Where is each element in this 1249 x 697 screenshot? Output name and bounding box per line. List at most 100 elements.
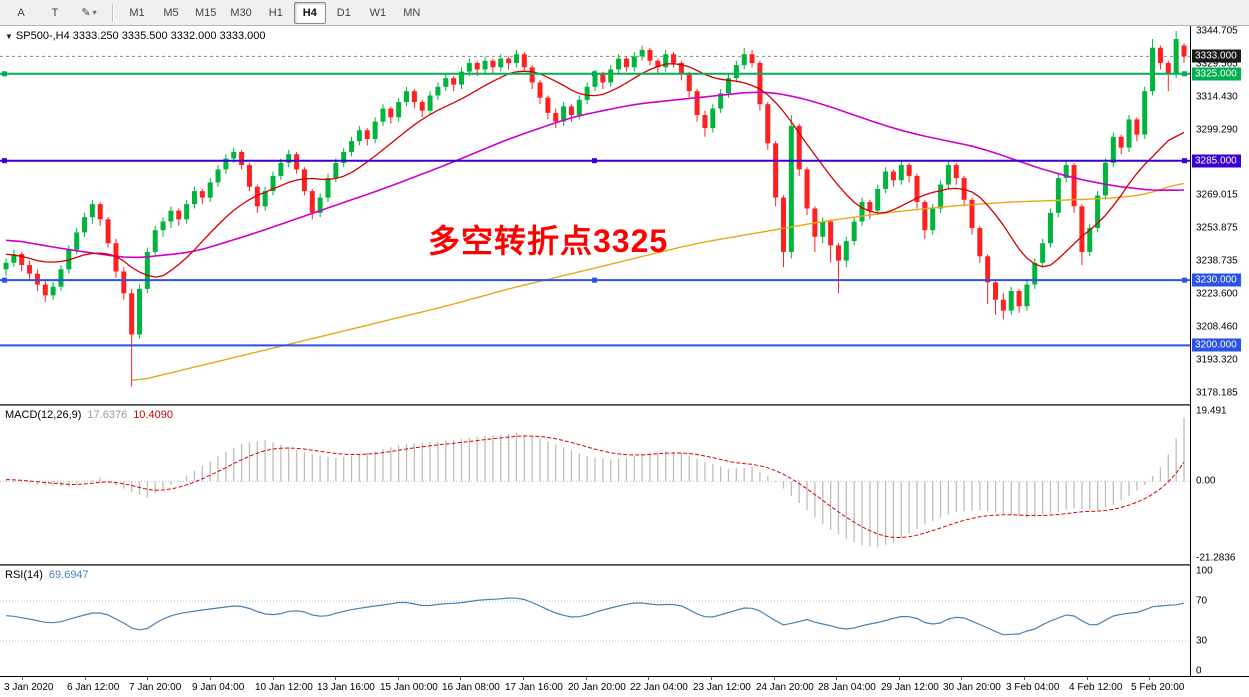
time-axis-tick <box>899 677 900 680</box>
ma-fast-line[interactable] <box>5 63 1185 278</box>
time-axis-label: 6 Jan 12:00 <box>67 682 120 693</box>
time-axis-label: 24 Jan 20:00 <box>756 682 814 693</box>
ma-slow-line[interactable] <box>131 182 1185 382</box>
time-axis-tick <box>836 677 837 680</box>
arrow-tool-icon: A <box>17 6 25 19</box>
timeframe-button-group: M1 M5 M15 M30 H1 H4 D1 W1 MN <box>120 1 429 24</box>
time-axis-label: 9 Jan 04:00 <box>192 682 245 693</box>
hline-handle[interactable] <box>592 71 597 77</box>
hline-handle[interactable] <box>1182 71 1187 77</box>
ma-mid-line[interactable] <box>5 91 1185 259</box>
price-axis-label: 3299.290 <box>1196 124 1238 136</box>
price-axis-label: 3193.320 <box>1196 354 1238 366</box>
rsi-value: 69.6947 <box>48 569 89 581</box>
hline-handle[interactable] <box>592 277 597 283</box>
time-axis-label: 28 Jan 04:00 <box>818 682 876 693</box>
timeframe-button-M30[interactable]: M30 <box>230 6 252 19</box>
hline-handle[interactable] <box>592 158 597 164</box>
time-axis-label: 5 Feb 20:00 <box>1131 682 1185 693</box>
timeframe-button-H1[interactable]: H1 <box>268 6 283 19</box>
timeframe-button-MN[interactable]: MN <box>403 6 421 19</box>
time-axis-tick <box>398 677 399 680</box>
macd-chart[interactable] <box>0 406 1190 564</box>
chart-header-text: SP500-,H4 3333.250 3335.500 3332.000 333… <box>15 30 266 42</box>
macd-label: MACD(12,26,9) <box>5 409 82 421</box>
time-axis-label: 22 Jan 04:00 <box>630 682 688 693</box>
candlestick-chart[interactable] <box>0 26 1190 404</box>
price-tag-3230: 3230.000 <box>1192 273 1241 287</box>
macd-header: MACD(12,26,9) 17.6376 10.4090 <box>5 409 179 421</box>
macd-axis-label: -21.2836 <box>1196 552 1236 564</box>
time-axis[interactable]: 3 Jan 2020 6 Jan 12:00 7 Jan 20:00 9 Jan 04… <box>0 676 1249 697</box>
price-axis-label: 3208.460 <box>1196 321 1238 333</box>
time-axis-label: 15 Jan 00:00 <box>380 682 438 693</box>
text-tool-button[interactable]: T <box>39 2 71 24</box>
draw-tool-button[interactable]: ✎ ▾ <box>73 2 105 24</box>
rsi-axis-label: 70 <box>1196 595 1208 607</box>
candles-layer <box>3 30 1187 387</box>
chart-header: ▼ SP500-,H4 3333.250 3335.500 3332.000 33… <box>5 30 265 42</box>
rsi-header: RSI(14) 69.6947 <box>5 569 95 581</box>
toolbar-separator <box>112 3 114 22</box>
price-tag-3200: 3200.000 <box>1192 338 1241 352</box>
time-axis-tick <box>460 677 461 680</box>
rsi-panel[interactable]: RSI(14) 69.6947 <box>0 566 1190 676</box>
macd-histogram <box>5 418 1185 548</box>
price-tag-3285: 3285.000 <box>1192 154 1241 168</box>
macd-signal-line <box>5 435 1185 539</box>
macd-axis-label: 0.00 <box>1196 475 1216 487</box>
chart-workspace: ▼ SP500-,H4 3333.250 3335.500 3332.000 33… <box>0 26 1249 697</box>
panel-divider[interactable] <box>0 404 1249 406</box>
timeframe-button-M5[interactable]: M5 <box>163 6 179 19</box>
timeframe-button-H4[interactable]: H4 <box>293 1 326 24</box>
rsi-line <box>5 597 1185 636</box>
time-axis-tick <box>523 677 524 680</box>
timeframe-button-M15[interactable]: M15 <box>195 6 217 19</box>
time-axis-tick <box>1024 677 1025 680</box>
time-axis-tick <box>22 677 23 680</box>
hline-handle[interactable] <box>1182 277 1187 283</box>
arrow-tool-button[interactable]: A <box>5 2 37 24</box>
timeframe-button-W1[interactable]: W1 <box>369 6 387 19</box>
main-chart-panel[interactable]: ▼ SP500-,H4 3333.250 3335.500 3332.000 33… <box>0 26 1190 404</box>
time-axis-tick <box>335 677 336 680</box>
time-axis-label: 3 Jan 2020 <box>4 682 54 693</box>
time-axis-tick <box>85 677 86 680</box>
price-axis-label: 3269.015 <box>1196 189 1238 201</box>
toolbar: A T ✎ ▾ M1 M5 M15 M30 H1 H4 D1 W1 MN <box>0 0 1249 26</box>
time-axis-tick <box>586 677 587 680</box>
time-axis-label: 29 Jan 12:00 <box>881 682 939 693</box>
rsi-axis-label: 0 <box>1196 665 1202 677</box>
price-axis-label: 3238.735 <box>1196 255 1238 267</box>
time-axis-tick <box>210 677 211 680</box>
rsi-label: RSI(14) <box>5 569 43 581</box>
rsi-chart[interactable] <box>0 566 1190 676</box>
hline-handle[interactable] <box>1182 158 1187 164</box>
macd-signal-value: 10.4090 <box>133 409 173 421</box>
hline-handle[interactable] <box>2 277 7 283</box>
collapse-triangle-icon[interactable]: ▼ <box>5 32 13 41</box>
timeframe-button-M1[interactable]: M1 <box>129 6 145 19</box>
bid-price-tag: 3333.000 <box>1192 49 1241 63</box>
time-axis-tick <box>961 677 962 680</box>
time-axis-tick <box>648 677 649 680</box>
price-axis-label: 3178.185 <box>1196 387 1238 399</box>
price-axis[interactable]: 3344.7053329.5653314.4303299.2903284.150… <box>1190 25 1249 677</box>
hline-handle[interactable] <box>2 158 7 164</box>
time-axis-label: 20 Jan 20:00 <box>568 682 626 693</box>
annotation-text[interactable]: 多空转折点3325 <box>428 223 669 259</box>
time-axis-label: 4 Feb 12:00 <box>1069 682 1123 693</box>
time-axis-label: 30 Jan 20:00 <box>943 682 1001 693</box>
time-axis-label: 7 Jan 20:00 <box>129 682 182 693</box>
hline-handle[interactable] <box>2 71 7 77</box>
price-axis-label: 3344.705 <box>1196 25 1238 37</box>
time-axis-label: 23 Jan 12:00 <box>693 682 751 693</box>
macd-panel[interactable]: MACD(12,26,9) 17.6376 10.4090 <box>0 406 1190 564</box>
time-axis-tick <box>1149 677 1150 680</box>
rsi-axis-label: 100 <box>1196 565 1213 577</box>
text-tool-icon: T <box>51 6 59 19</box>
panel-divider[interactable] <box>0 564 1249 566</box>
timeframe-button-D1[interactable]: D1 <box>336 6 351 19</box>
tool-button-group: A T ✎ ▾ <box>4 2 106 24</box>
